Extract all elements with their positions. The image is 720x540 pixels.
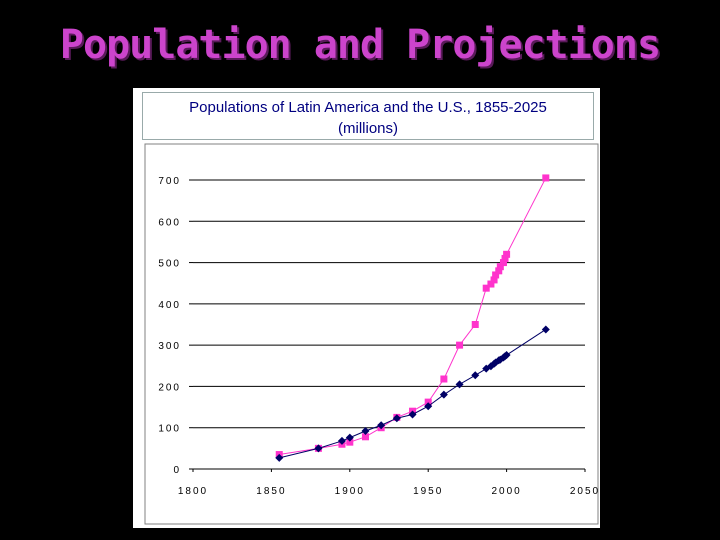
data-point xyxy=(314,444,323,453)
data-point xyxy=(424,402,433,411)
data-point xyxy=(501,254,509,262)
data-point xyxy=(542,174,550,182)
y-tick-label: 300 xyxy=(158,341,181,352)
data-point xyxy=(503,250,511,258)
data-point xyxy=(541,325,550,334)
x-tick-label: 1900 xyxy=(335,486,365,497)
y-tick-label: 100 xyxy=(158,424,181,435)
x-tick-label: 1800 xyxy=(178,486,208,497)
data-point xyxy=(482,284,490,292)
data-point xyxy=(361,427,370,436)
data-point xyxy=(337,436,346,445)
x-tick-label: 2000 xyxy=(491,486,521,497)
data-point xyxy=(499,259,507,267)
chart-title-box: Populations of Latin America and the U.S… xyxy=(142,92,594,140)
data-point xyxy=(495,267,503,275)
chart-title: Populations of Latin America and the U.S… xyxy=(189,99,547,116)
data-point xyxy=(471,371,480,380)
data-point xyxy=(424,398,432,406)
population-chart: 0 100 200 300 400 500 600 700 1800 1850 1900 1950 20… xyxy=(144,143,600,525)
data-point xyxy=(440,375,448,383)
data-point xyxy=(275,453,284,462)
data-point xyxy=(502,351,511,360)
data-point xyxy=(408,410,417,419)
data-point xyxy=(345,433,354,442)
x-tick-label: 1950 xyxy=(413,486,443,497)
chart-subtitle: (millions) xyxy=(338,120,398,137)
data-point xyxy=(487,280,495,288)
data-point xyxy=(361,433,369,441)
data-point xyxy=(456,341,464,349)
x-tick-label: 2050 xyxy=(570,486,600,497)
data-point xyxy=(492,271,500,279)
slide-title: Population and Projections xyxy=(59,22,661,68)
data-point xyxy=(496,263,504,271)
data-point xyxy=(392,414,401,423)
y-tick-label: 0 xyxy=(173,465,181,476)
series-line xyxy=(279,329,547,459)
y-tick-label: 200 xyxy=(158,382,181,393)
data-point xyxy=(377,421,386,430)
data-point xyxy=(455,380,464,389)
y-tick-label: 700 xyxy=(158,176,181,187)
plot-border xyxy=(144,143,599,525)
y-tick-label: 500 xyxy=(158,259,181,270)
chart-frame: Populations of Latin America and the U.S… xyxy=(133,88,600,528)
data-point xyxy=(346,438,354,446)
data-point xyxy=(439,390,448,399)
y-tick-label: 600 xyxy=(158,217,181,228)
x-tick-label: 1850 xyxy=(256,486,286,497)
data-point xyxy=(490,276,498,284)
data-point xyxy=(471,321,479,328)
y-tick-label: 400 xyxy=(158,300,181,311)
